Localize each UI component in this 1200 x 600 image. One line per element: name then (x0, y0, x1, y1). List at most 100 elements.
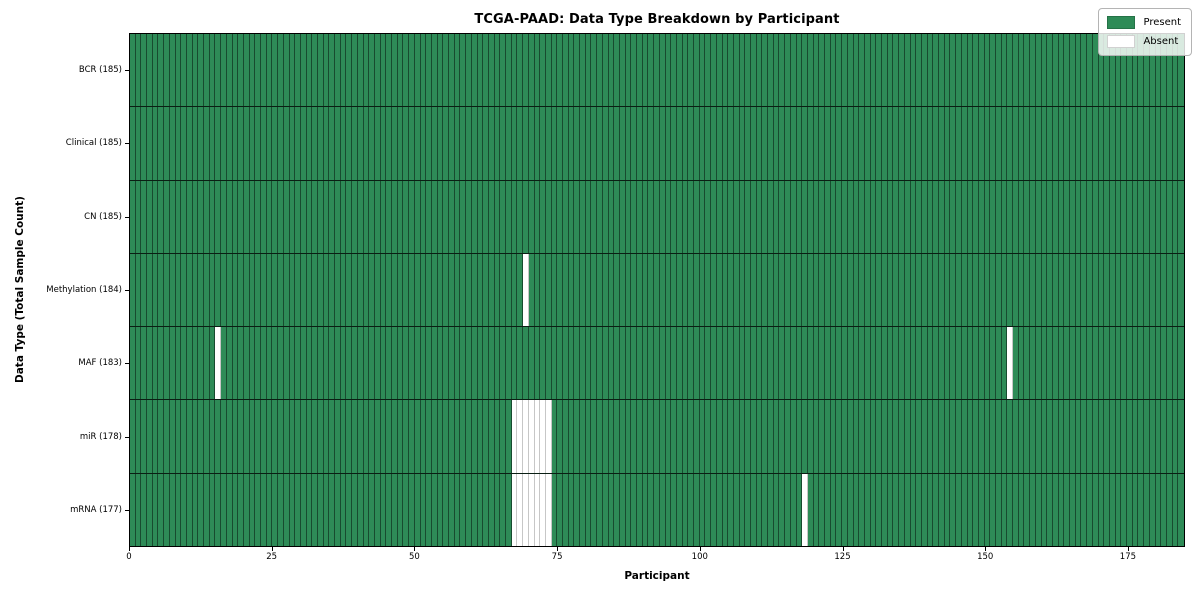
heatmap-cell (950, 253, 957, 327)
heatmap-cell (426, 107, 432, 180)
heatmap-cell (1150, 253, 1156, 327)
heatmap-cell (945, 473, 951, 546)
heatmap-cell (466, 473, 472, 546)
heatmap-cell (990, 107, 996, 180)
heatmap-cell (757, 327, 763, 400)
heatmap-cell (261, 34, 267, 107)
y-tick-mark (125, 290, 129, 291)
heatmap-cell (1156, 327, 1162, 400)
heatmap-cell (614, 473, 620, 546)
heatmap-cell (1127, 400, 1133, 473)
heatmap-cell (307, 34, 313, 107)
heatmap-cell (295, 400, 301, 473)
heatmap-cell (814, 107, 820, 180)
heatmap-cell (757, 107, 763, 180)
heatmap-cell (1173, 327, 1179, 400)
heatmap-cell (842, 327, 848, 400)
heatmap-cell (517, 253, 524, 327)
heatmap-cell (386, 473, 393, 546)
heatmap-cell (671, 180, 677, 253)
heatmap-cell (176, 107, 182, 180)
heatmap-cell (255, 180, 262, 253)
heatmap-cell (535, 180, 541, 253)
heatmap-cell (552, 34, 558, 107)
heatmap-cell (609, 473, 615, 546)
heatmap-cell (141, 327, 148, 400)
heatmap-cell (460, 34, 467, 107)
heatmap-cell (950, 107, 957, 180)
heatmap-cell (836, 473, 843, 546)
heatmap-cell (905, 180, 911, 253)
y-tick-mark (125, 69, 129, 71)
heatmap-cell (318, 400, 324, 473)
heatmap-cell (597, 107, 603, 180)
heatmap-cell (751, 327, 757, 400)
heatmap-cell (563, 34, 569, 107)
heatmap-cell (375, 253, 381, 327)
heatmap-cell (1144, 327, 1150, 400)
heatmap-cell (1013, 400, 1019, 473)
heatmap-cell (768, 400, 774, 473)
heatmap-cell (745, 327, 751, 400)
heatmap-cell (705, 473, 712, 546)
heatmap-cell (130, 327, 136, 400)
heatmap-cell (136, 180, 142, 253)
heatmap-cell (478, 327, 484, 400)
heatmap-cell (267, 327, 273, 400)
heatmap-cell (1173, 180, 1179, 253)
heatmap-cell (421, 473, 427, 546)
heatmap-cell (398, 253, 404, 327)
heatmap-cell (284, 107, 290, 180)
heatmap-cell (438, 327, 444, 400)
heatmap-cell (757, 253, 763, 327)
heatmap-cell (341, 473, 347, 546)
heatmap-cell (506, 400, 512, 473)
heatmap-cell (512, 180, 518, 253)
heatmap-cell (779, 107, 786, 180)
heatmap-cell (238, 327, 244, 400)
heatmap-cell (1036, 327, 1042, 400)
heatmap-cell (671, 253, 677, 327)
heatmap-cell (295, 473, 301, 546)
heatmap-cell (375, 34, 381, 107)
heatmap-cell (290, 180, 296, 253)
heatmap-cell (244, 473, 250, 546)
heatmap-cell (779, 180, 786, 253)
heatmap-cell (500, 253, 507, 327)
heatmap-cell (557, 180, 563, 253)
heatmap-cell (819, 400, 826, 473)
heatmap-cell (375, 107, 381, 180)
heatmap-cell (893, 180, 900, 253)
heatmap-cell (221, 327, 227, 400)
heatmap-cell (626, 327, 632, 400)
heatmap-cell (1070, 327, 1076, 400)
heatmap-cell (1081, 400, 1088, 473)
heatmap-cell (432, 34, 438, 107)
heatmap-cell (204, 34, 210, 107)
heatmap-cell (364, 253, 370, 327)
heatmap-cell (922, 327, 928, 400)
heatmap-cell (238, 107, 244, 180)
heatmap-cell (295, 34, 301, 107)
heatmap-cell (711, 253, 717, 327)
heatmap-cell (483, 473, 489, 546)
heatmap-cell (443, 253, 450, 327)
heatmap-cell (506, 34, 512, 107)
heatmap-cell (905, 327, 911, 400)
heatmap-cell (449, 400, 455, 473)
heatmap-cell (335, 180, 341, 253)
heatmap-cell (774, 473, 780, 546)
heatmap-cell (415, 34, 421, 107)
heatmap-cell (495, 107, 501, 180)
heatmap-cell (398, 180, 404, 253)
heatmap-cell (569, 180, 575, 253)
heatmap-cell (854, 253, 860, 327)
heatmap-cell (723, 107, 729, 180)
heatmap-cell (318, 327, 324, 400)
heatmap-cell (643, 180, 649, 253)
heatmap-cell (421, 107, 427, 180)
heatmap-cell (1047, 400, 1053, 473)
heatmap-cell (290, 400, 296, 473)
heatmap-cell (1030, 107, 1036, 180)
heatmap-cell (968, 473, 974, 546)
